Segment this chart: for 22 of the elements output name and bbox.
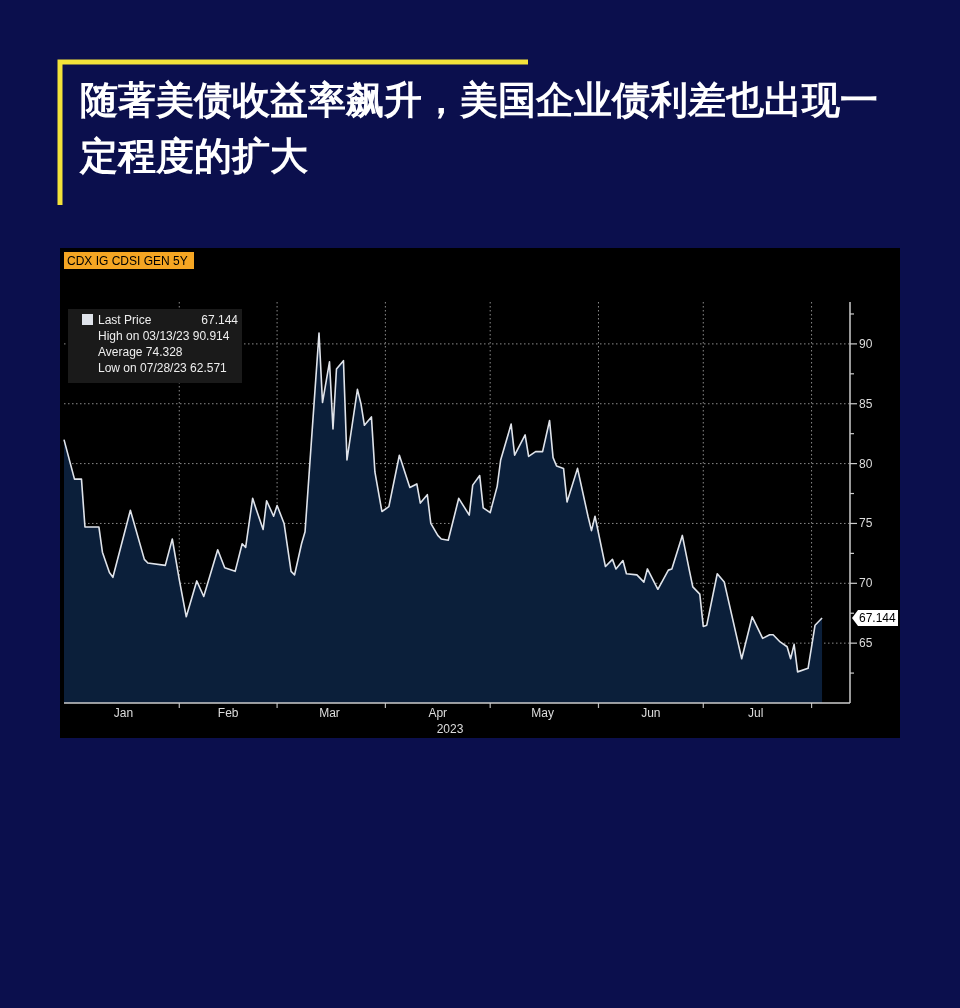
y-tick-label: 90 — [859, 336, 873, 351]
x-tick-label: May — [531, 706, 554, 720]
x-tick-label: Feb — [217, 706, 239, 720]
annotation: High on 03/13/23 90.914 — [98, 329, 230, 343]
y-tick-label: 70 — [859, 576, 873, 591]
y-tick-label: 85 — [859, 396, 873, 411]
x-tick-label: Apr — [428, 706, 448, 720]
annotation: 67.144 — [201, 313, 239, 327]
x-axis-title: 2023 — [436, 722, 464, 736]
x-tick-label: Jul — [748, 706, 764, 720]
y-tick-label: 65 — [859, 636, 873, 651]
chart-title: 随著美债收益率飙升，美国企业债利差也出现一定程度的扩大 — [80, 77, 879, 180]
chart-subtitle: CDX IG CDSI GEN 5Y — [67, 254, 188, 268]
y-tick-label: 75 — [859, 516, 873, 531]
annotation: Average 74.328 — [98, 345, 183, 359]
annotation: Low on 07/28/23 62.571 — [98, 361, 228, 375]
x-tick-label: Jun — [641, 706, 661, 720]
text: 67.144 — [859, 611, 897, 626]
x-tick-label: Mar — [319, 706, 340, 720]
x-tick-label: Jan — [113, 706, 134, 720]
y-tick-label: 80 — [859, 456, 873, 471]
legend-label: Last Price — [98, 313, 152, 327]
